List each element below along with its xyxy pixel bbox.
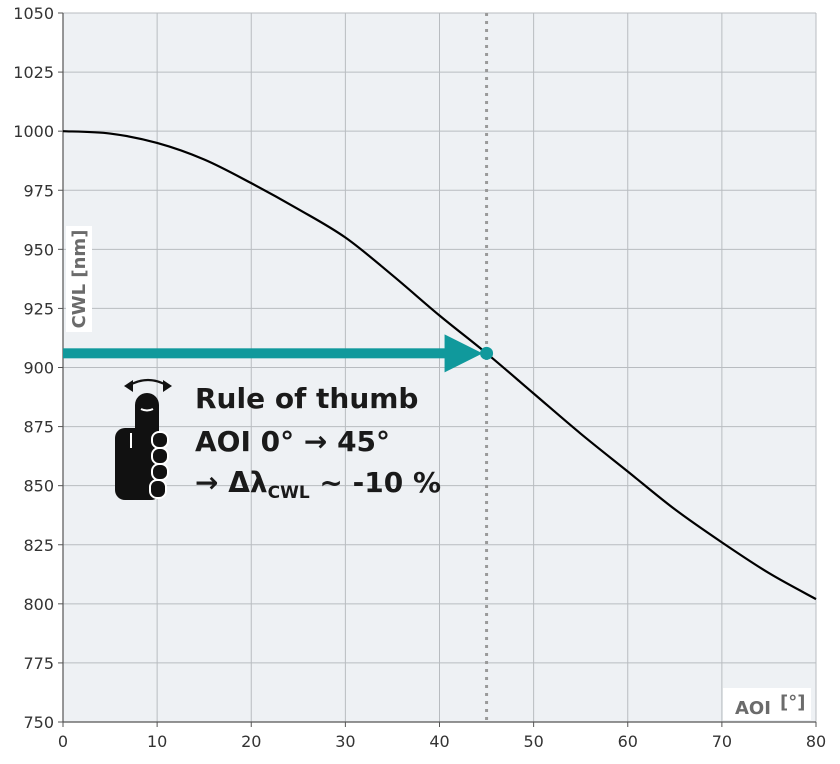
arrow-head bbox=[444, 334, 483, 373]
x-axis-title-box bbox=[723, 688, 811, 720]
y-tick-label: 1050 bbox=[13, 4, 54, 23]
x-tick-label: 10 bbox=[147, 732, 167, 751]
annotation-line-3: → ΔλCWL ~ -10 % bbox=[195, 466, 441, 503]
annotation-line-3-suffix: ~ -10 % bbox=[310, 466, 441, 499]
x-tick-labels: 0 10 20 30 40 50 60 70 80 bbox=[58, 732, 826, 751]
x-axis-title: AOI bbox=[735, 698, 771, 719]
x-tick-label: 20 bbox=[241, 732, 261, 751]
x-tick-label: 0 bbox=[58, 732, 68, 751]
cwl-curve bbox=[62, 130, 817, 601]
y-tick-label: 925 bbox=[23, 299, 54, 318]
horizontal-arrow bbox=[63, 334, 483, 373]
y-tick-label: 875 bbox=[23, 418, 54, 437]
y-tick-labels: 750 775 800 825 850 875 900 925 950 975 1000 1025 10… bbox=[13, 4, 54, 732]
y-tick-label: 850 bbox=[23, 477, 54, 496]
annotation-line-1: Rule of thumb bbox=[195, 382, 418, 415]
y-tick-label: 800 bbox=[23, 595, 54, 614]
annotation-line-2: AOI 0° → 45° bbox=[195, 425, 390, 458]
annotation-line-3-prefix: → Δλ bbox=[195, 466, 268, 499]
annotation-line-3-subscript: CWL bbox=[268, 483, 310, 503]
marker-point bbox=[480, 346, 494, 360]
x-tick-label: 40 bbox=[429, 732, 449, 751]
y-axis-title-box bbox=[66, 226, 92, 332]
y-axis-title: CWL [nm] bbox=[69, 230, 90, 329]
y-tick-label: 775 bbox=[23, 654, 54, 673]
x-tick-label: 80 bbox=[806, 732, 826, 751]
y-tick-label: 975 bbox=[23, 181, 54, 200]
thumb-rule-icon bbox=[115, 378, 172, 500]
x-axis-unit: [°] bbox=[780, 692, 805, 713]
y-tick-label: 1000 bbox=[13, 122, 54, 141]
arrow-shaft bbox=[63, 348, 447, 359]
x-tick-label: 70 bbox=[712, 732, 732, 751]
y-tick-label: 950 bbox=[23, 240, 54, 259]
x-tick-label: 30 bbox=[335, 732, 355, 751]
y-tick-label: 1025 bbox=[13, 63, 54, 82]
y-tick-label: 900 bbox=[23, 359, 54, 378]
y-tick-label: 825 bbox=[23, 536, 54, 555]
x-tick-label: 50 bbox=[523, 732, 543, 751]
grid bbox=[58, 12, 817, 727]
x-tick-label: 60 bbox=[618, 732, 638, 751]
y-tick-label: 750 bbox=[23, 713, 54, 732]
